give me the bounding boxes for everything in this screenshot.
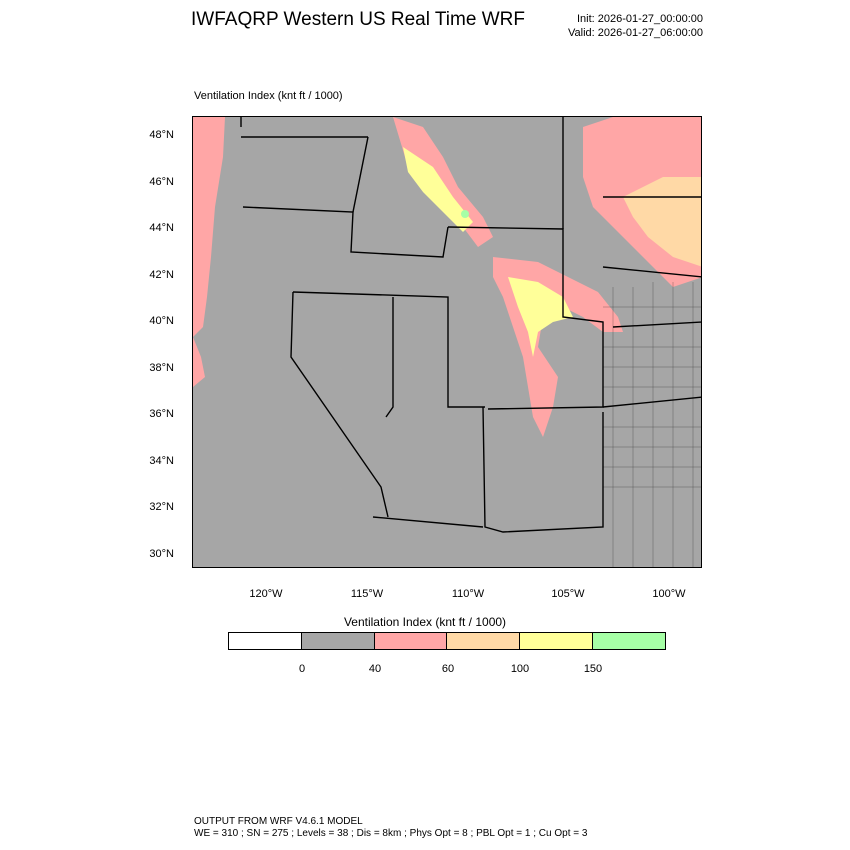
lon-label-105: 105°W: [551, 588, 585, 600]
lat-label-30: 30°N: [149, 548, 174, 560]
rockies-yellow-zone: [403, 147, 473, 232]
lat-label-48: 48°N: [149, 129, 174, 141]
lat-label-46: 46°N: [149, 176, 174, 188]
peak-ventilation-spot: [461, 210, 469, 218]
lon-label-110: 110°W: [451, 588, 485, 600]
colorbar-swatch-3: [447, 633, 521, 649]
pacific-ventilation-band: [193, 117, 225, 337]
lon-label-115: 115°W: [350, 588, 384, 600]
colorbar-swatch-4: [520, 633, 594, 649]
map-panel: [192, 116, 702, 568]
colorbar-title: Ventilation Index (knt ft / 1000): [343, 615, 507, 629]
colorbar-tick-40: 40: [368, 663, 382, 675]
valid-time: Valid: 2026-01-27_06:00:00: [568, 27, 703, 39]
colorbar-swatch-5: [593, 633, 665, 649]
colorbar-swatch-1: [301, 633, 375, 649]
lat-label-34: 34°N: [149, 455, 174, 467]
lat-label-32: 32°N: [149, 501, 174, 513]
init-time: Init: 2026-01-27_00:00:00: [577, 13, 703, 25]
footer-config: WE = 310 ; SN = 275 ; Levels = 38 ; Dis …: [194, 828, 588, 839]
map-subtitle: Ventilation Index (knt ft / 1000): [194, 90, 343, 102]
colorbar-tick-150: 150: [583, 663, 603, 675]
county-borders: [603, 282, 701, 567]
colorbar-tick-0: 0: [298, 663, 306, 675]
colorbar: [228, 632, 666, 650]
colorbar-swatch-2: [374, 633, 448, 649]
pacific-ventilation-band-south: [193, 337, 205, 387]
colorbar-tick-100: 100: [510, 663, 530, 675]
front-range-yellow: [508, 277, 573, 357]
page-title: IWFAQRP Western US Real Time WRF: [191, 9, 525, 30]
lat-label-36: 36°N: [149, 408, 174, 420]
lat-label-40: 40°N: [149, 315, 174, 327]
state-borders: [240, 117, 701, 533]
lat-label-44: 44°N: [149, 222, 174, 234]
lat-label-38: 38°N: [149, 362, 174, 374]
map-canvas: [193, 117, 701, 567]
colorbar-swatch-0: [229, 633, 302, 649]
colorbar-tick-60: 60: [441, 663, 455, 675]
plains-yellow-zone: [623, 177, 701, 267]
lat-label-42: 42°N: [149, 269, 174, 281]
lon-label-100: 100°W: [652, 588, 686, 600]
footer-model: OUTPUT FROM WRF V4.6.1 MODEL: [194, 816, 363, 827]
lon-label-120: 120°W: [249, 588, 283, 600]
